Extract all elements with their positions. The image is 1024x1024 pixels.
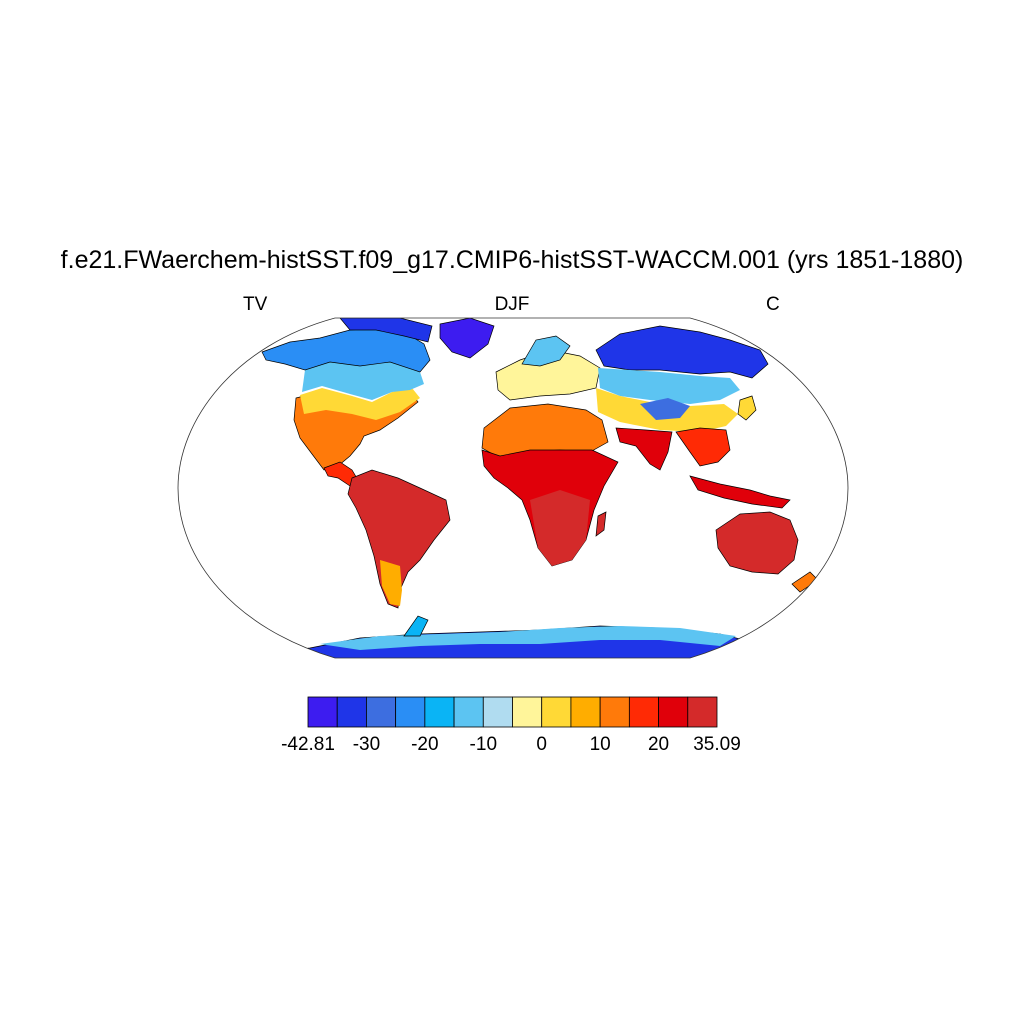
antarctica-coast [320, 626, 736, 650]
patagonia [380, 560, 402, 606]
madagascar [595, 511, 607, 537]
colorbar-box [570, 696, 601, 728]
colorbar-tick-label: 20 [647, 734, 670, 755]
australia [715, 511, 799, 575]
colorbar-box [366, 696, 397, 728]
colorbar-tick-label: -30 [352, 734, 381, 755]
plot-title: f.e21.FWaerchem-histSST.f09_g17.CMIP6-hi… [60, 246, 964, 274]
north-america-mid [300, 388, 420, 420]
antarctic-peninsula [403, 615, 429, 637]
scandinavia [521, 335, 571, 367]
colorbar-box [658, 696, 689, 728]
right-subtitle: C [766, 294, 780, 315]
africa-south [530, 490, 590, 566]
colorbar-box [628, 696, 659, 728]
arctic-islands [339, 318, 433, 343]
colorbar-tick-label: -20 [411, 734, 439, 755]
colorbar-box [395, 696, 426, 728]
colorbar-box [541, 696, 572, 728]
tibet [640, 398, 690, 420]
siberia [595, 325, 769, 379]
india [615, 427, 673, 471]
japan [737, 395, 757, 421]
greenland [439, 318, 495, 359]
colorbar-tick-label: 0 [536, 734, 547, 755]
north-america-cold [261, 327, 431, 373]
indonesia [689, 475, 791, 509]
colorbar-box [482, 696, 513, 728]
left-subtitle: TV [243, 294, 268, 315]
colorbar-box [687, 696, 718, 728]
south-america [347, 469, 451, 609]
colorbar-box [336, 696, 367, 728]
colorbar-box [599, 696, 630, 728]
colorbar-tick-label: 10 [589, 734, 611, 755]
colorbar-tick-label: 35.09 [693, 734, 741, 755]
southeast-asia [675, 427, 731, 467]
colorbar-box [424, 696, 455, 728]
colorbar-box [512, 696, 543, 728]
new-zealand [791, 571, 819, 593]
colorbar-tick-label: -42.81 [281, 734, 335, 755]
globe-outline [177, 317, 849, 659]
north-america-cool [302, 362, 424, 400]
map-land [209, 318, 821, 658]
colorbar [307, 696, 718, 728]
colorbar-box [307, 696, 338, 728]
colorbar-tick-label: -10 [469, 734, 498, 755]
asia-cool [598, 368, 740, 404]
center-subtitle: DJF [494, 294, 530, 315]
colorbar-box [453, 696, 484, 728]
